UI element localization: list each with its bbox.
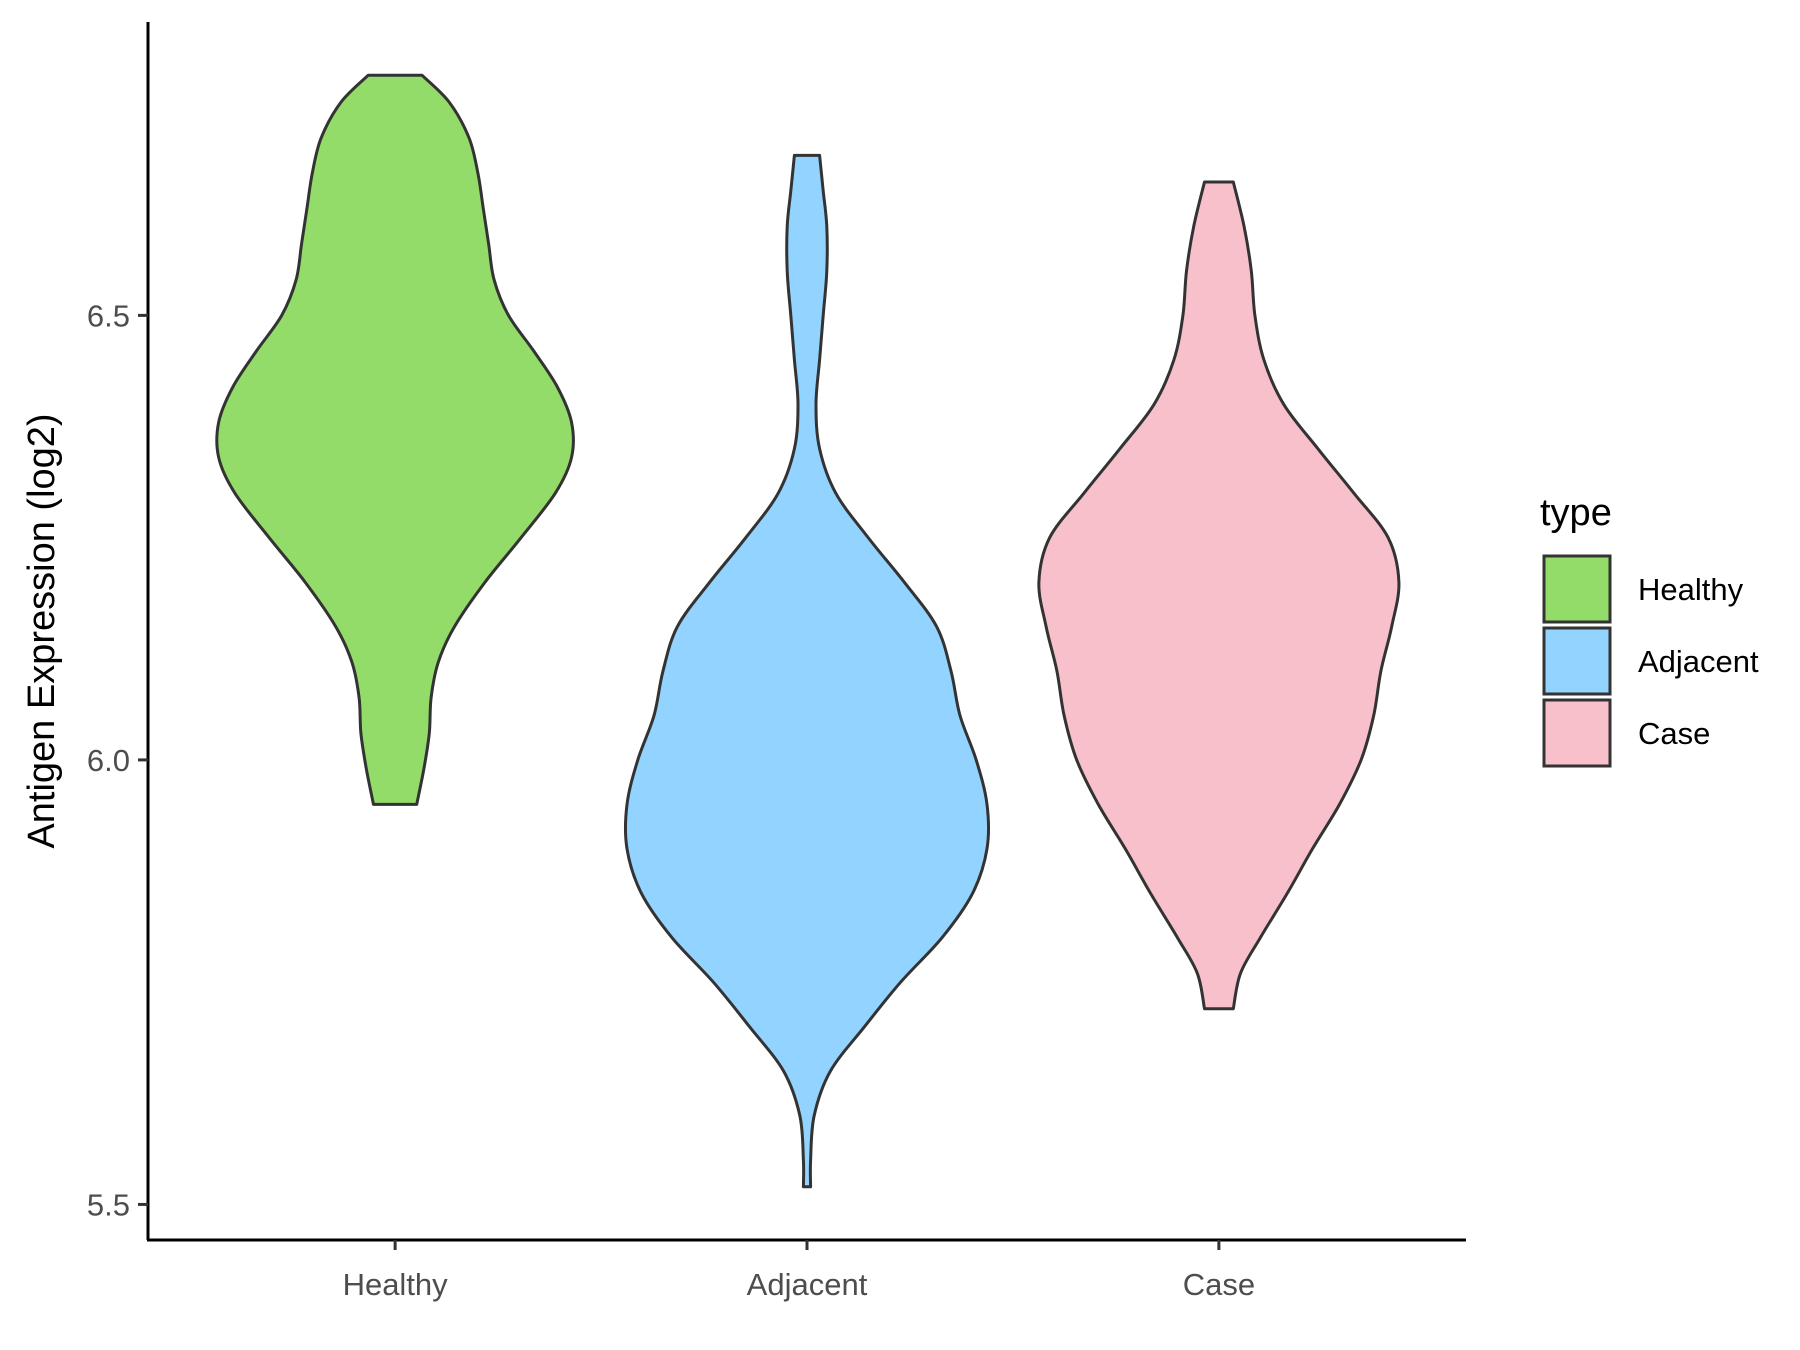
violin-healthy <box>215 73 575 806</box>
x-tick-label: Case <box>1183 1267 1255 1302</box>
x-tick-label: Adjacent <box>747 1267 868 1302</box>
violin-adjacent <box>623 153 991 1189</box>
legend: type Healthy Adjacent Case <box>1540 492 1759 768</box>
violins-layer <box>215 73 1401 1189</box>
legend-swatch-healthy <box>1542 554 1612 624</box>
y-tick-label: 6.0 <box>87 743 130 778</box>
legend-swatch-case <box>1542 698 1612 768</box>
y-axis-ticks: 5.5 6.0 6.5 <box>87 298 148 1222</box>
x-tick-label: Healthy <box>343 1267 449 1302</box>
legend-items: Healthy Adjacent Case <box>1542 554 1759 768</box>
legend-label-case: Case <box>1638 716 1710 751</box>
legend-label-adjacent: Adjacent <box>1638 644 1759 679</box>
y-tick-label: 6.5 <box>87 298 130 333</box>
legend-title: type <box>1540 492 1612 534</box>
legend-label-healthy: Healthy <box>1638 572 1744 607</box>
legend-swatch-adjacent <box>1542 626 1612 696</box>
y-axis-title: Antigen Expression (log2) <box>21 413 63 848</box>
violin-case <box>1037 180 1401 1011</box>
x-axis-ticks: Healthy Adjacent Case <box>343 1240 1255 1302</box>
y-tick-label: 5.5 <box>87 1187 130 1222</box>
